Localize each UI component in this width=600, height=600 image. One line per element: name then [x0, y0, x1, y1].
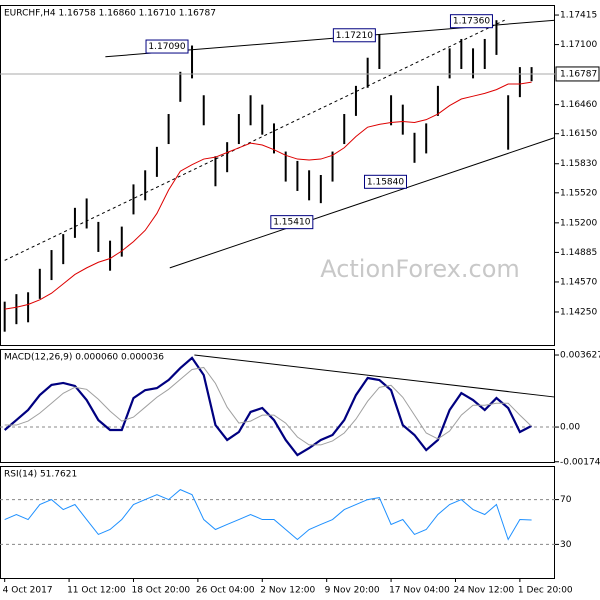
level-box	[332, 28, 376, 43]
watermark: ActionForex.com	[320, 255, 520, 283]
x-tick-label: 26 Oct 04:00	[196, 586, 255, 596]
last-price-label: 1.16787	[560, 69, 597, 79]
y-tick-label: 1.16460	[560, 100, 597, 110]
level-box	[363, 174, 407, 189]
y-tick-label: 1.14885	[560, 248, 597, 258]
trend-line	[169, 136, 556, 269]
level-label: 1.17090	[148, 42, 185, 52]
y-tick-label: 1.15830	[560, 159, 597, 169]
y-tick-label: 1.17415	[560, 11, 597, 21]
x-tick-label: 9 Nov 20:00	[325, 586, 380, 596]
trend-line	[4, 19, 505, 261]
x-tick-label: 2 Nov 12:00	[260, 586, 315, 596]
y-tick-label: 0.003627	[560, 351, 600, 361]
indicator-line	[3, 356, 533, 457]
last-price-box	[555, 66, 600, 82]
y-tick-label: 1.16150	[560, 129, 597, 139]
y-tick-label: 70	[560, 495, 572, 505]
level-label: 1.17210	[336, 31, 373, 41]
indicator-line	[4, 489, 532, 541]
level-box	[145, 39, 189, 54]
level-label: 1.15410	[273, 218, 310, 228]
panel-title: RSI(14) 51.7621	[4, 470, 77, 480]
indicator-line	[4, 366, 532, 446]
panel-title: EURCHF,H4 1.16758 1.16860 1.16710 1.1678…	[4, 9, 216, 19]
y-tick-label: 1.17100	[560, 40, 597, 50]
x-tick-label: 24 Nov 12:00	[453, 586, 514, 596]
x-tick-label: 11 Oct 12:00	[67, 586, 126, 596]
panel-frame	[0, 5, 555, 346]
moving-average	[4, 81, 532, 310]
x-tick-label: 1 Dec 20:00	[518, 586, 573, 596]
y-tick-label: 1.14570	[560, 277, 597, 287]
y-tick-label: -0.001748	[560, 457, 600, 467]
x-tick-label: 18 Oct 20:00	[131, 586, 190, 596]
level-box	[270, 215, 314, 230]
y-tick-label: 1.15200	[560, 218, 597, 228]
y-tick-label: 30	[560, 540, 572, 550]
y-tick-label: 1.15520	[560, 188, 597, 198]
level-label: 1.17360	[453, 17, 490, 27]
panel-frame	[0, 349, 555, 463]
x-tick-label: 4 Oct 2017	[3, 586, 53, 596]
y-tick-label: 0.00	[560, 423, 580, 433]
panel-frame	[0, 466, 555, 579]
panel-title: MACD(12,26,9) 0.000060 0.000036	[4, 353, 164, 363]
trend-line	[194, 354, 556, 398]
x-tick-label: 17 Nov 04:00	[389, 586, 450, 596]
level-label: 1.15840	[367, 177, 404, 187]
level-box	[449, 14, 493, 29]
y-tick-label: 1.14250	[560, 307, 597, 317]
